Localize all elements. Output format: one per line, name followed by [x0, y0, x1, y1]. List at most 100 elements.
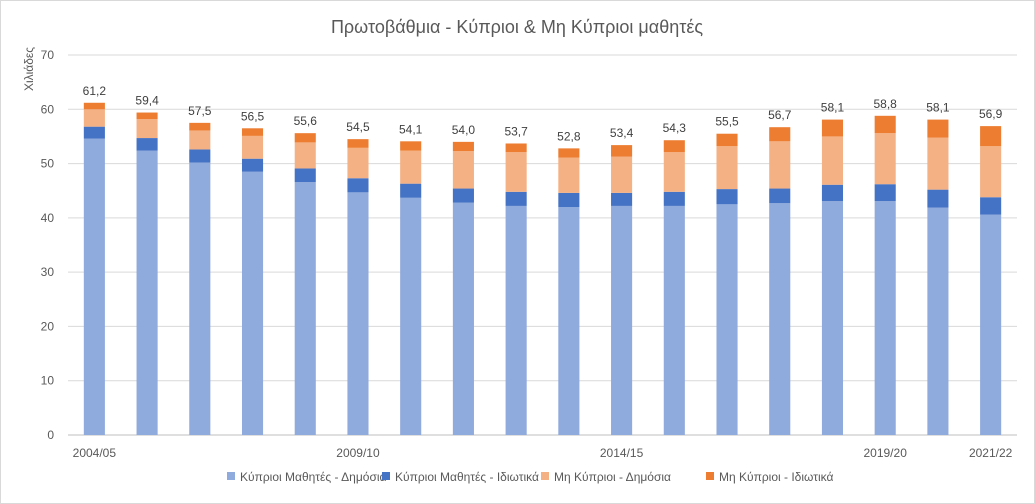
y-tick-label: 70 [41, 48, 55, 62]
legend-entry: Μη Κύπριοι - Ιδιωτικά [719, 470, 833, 484]
legend-swatch [541, 472, 549, 480]
bar-total-label: 58,8 [874, 97, 898, 111]
bar-segment-1 [716, 204, 738, 435]
bar-segment-2 [241, 158, 264, 172]
bar-segment-1 [347, 192, 369, 435]
bar-segment-3 [769, 141, 791, 189]
bar-segment-2 [663, 191, 685, 206]
bar-segment-1 [294, 182, 316, 435]
y-tick-label: 0 [47, 428, 54, 442]
bar-segment-1 [769, 203, 791, 435]
legend: Κύπριοι Μαθητές - Δημόσια Κύπριοι Μαθητές… [227, 470, 833, 484]
x-axis-ticks: 2004/05 2009/10 2014/15 2019/20 2021/22 [73, 446, 1013, 460]
bar-segment-4 [821, 119, 844, 137]
bar-total-label: 56,7 [768, 108, 792, 122]
legend-swatch [227, 472, 235, 480]
bar-total-label: 53,4 [610, 126, 634, 140]
bar-segment-1 [189, 162, 211, 435]
legend-swatch [706, 472, 714, 480]
bar-total-label: 58,1 [926, 101, 950, 115]
bar-segment-3 [874, 133, 896, 185]
bar-segment-1 [558, 207, 580, 435]
y-tick-label: 60 [41, 102, 55, 116]
bar-total-label: 57,5 [188, 104, 212, 118]
bar-segment-4 [189, 122, 211, 131]
x-tick-label: 2004/05 [73, 446, 117, 460]
bar-segment-4 [241, 128, 264, 136]
y-tick-label: 30 [41, 265, 55, 279]
bar-total-label: 58,1 [821, 101, 845, 115]
y-axis-ticks: 0 10 20 30 40 50 60 70 [41, 48, 55, 442]
bar-segment-1 [663, 205, 685, 435]
bar-segment-4 [558, 148, 580, 158]
bar-total-label: 52,8 [557, 129, 581, 143]
bar-segment-4 [716, 133, 738, 147]
bar-segment-1 [136, 150, 158, 436]
bar-segment-1 [821, 201, 844, 435]
bar-total-label: 61,2 [83, 84, 107, 98]
bar-segment-2 [874, 184, 896, 202]
x-tick-label: 2009/10 [336, 446, 380, 460]
x-tick-label: 2021/22 [969, 446, 1013, 460]
bar-segment-2 [136, 138, 158, 151]
bar-segment-2 [716, 189, 738, 205]
bar-segment-4 [663, 140, 685, 153]
bar-segment-1 [874, 201, 896, 435]
legend-swatch [382, 472, 390, 480]
bar-segment-3 [980, 146, 1002, 198]
bar-segment-2 [505, 191, 527, 206]
bar-segment-2 [83, 126, 105, 139]
x-tick-label: 2014/15 [600, 446, 644, 460]
chart-title: Πρωτοβάθμια - Κύπριοι & Μη Κύπριοι μαθητ… [331, 17, 703, 37]
bar-segment-2 [927, 189, 949, 208]
y-tick-label: 20 [41, 319, 55, 333]
legend-entry: Κύπριοι Μαθητές - Δημόσια [240, 470, 387, 484]
bar-segment-2 [821, 184, 844, 202]
bar-segment-4 [452, 141, 474, 152]
y-tick-label: 40 [41, 211, 55, 225]
bar-segment-1 [980, 214, 1002, 435]
bar-segment-3 [716, 146, 738, 190]
bar-segment-3 [821, 136, 844, 185]
bar-segment-4 [400, 141, 422, 151]
y-tick-label: 50 [41, 157, 55, 171]
bar-segment-1 [505, 205, 527, 435]
total-data-labels: 61,2 59,4 57,5 56,5 55,6 54,5 54,1 54,0 53,7 52,8… [83, 84, 1003, 144]
y-tick-label: 10 [41, 374, 55, 388]
bar-segment-4 [294, 133, 316, 143]
x-tick-label: 2019/20 [863, 446, 907, 460]
bar-segment-3 [663, 152, 685, 192]
bar-total-label: 54,3 [663, 121, 687, 135]
bar-segment-4 [927, 119, 949, 138]
bar-total-label: 53,7 [504, 124, 528, 138]
bar-segment-3 [400, 150, 422, 184]
bar-total-label: 54,1 [399, 122, 423, 136]
bar-segment-3 [452, 151, 474, 189]
bar-segment-3 [189, 130, 211, 150]
bar-segment-4 [136, 112, 158, 120]
bar-total-label: 59,4 [135, 94, 159, 108]
bar-total-label: 54,5 [346, 120, 370, 134]
bar-total-label: 56,9 [979, 107, 1003, 121]
bar-segment-3 [347, 147, 369, 179]
bar-segment-2 [769, 188, 791, 204]
bar-total-label: 54,0 [452, 123, 476, 137]
bar-segment-4 [347, 139, 369, 148]
bar-segment-3 [241, 135, 264, 159]
legend-entry: Μη Κύπριοι - Δημόσια [554, 470, 671, 484]
bar-segment-3 [505, 152, 527, 192]
bar-segment-2 [611, 192, 633, 206]
bar-segment-4 [505, 143, 527, 153]
bar-segment-2 [400, 183, 422, 198]
bar-segment-1 [927, 207, 949, 435]
bar-total-label: 55,5 [715, 115, 739, 129]
bar-total-label: 56,5 [241, 109, 265, 123]
bar-segment-3 [294, 142, 316, 169]
bar-segment-1 [452, 202, 474, 435]
bar-segment-4 [83, 102, 105, 110]
bar-segment-3 [611, 156, 633, 193]
bar-segment-1 [83, 138, 105, 435]
legend-entry: Κύπριοι Μαθητές - Ιδιωτικά [395, 470, 539, 484]
